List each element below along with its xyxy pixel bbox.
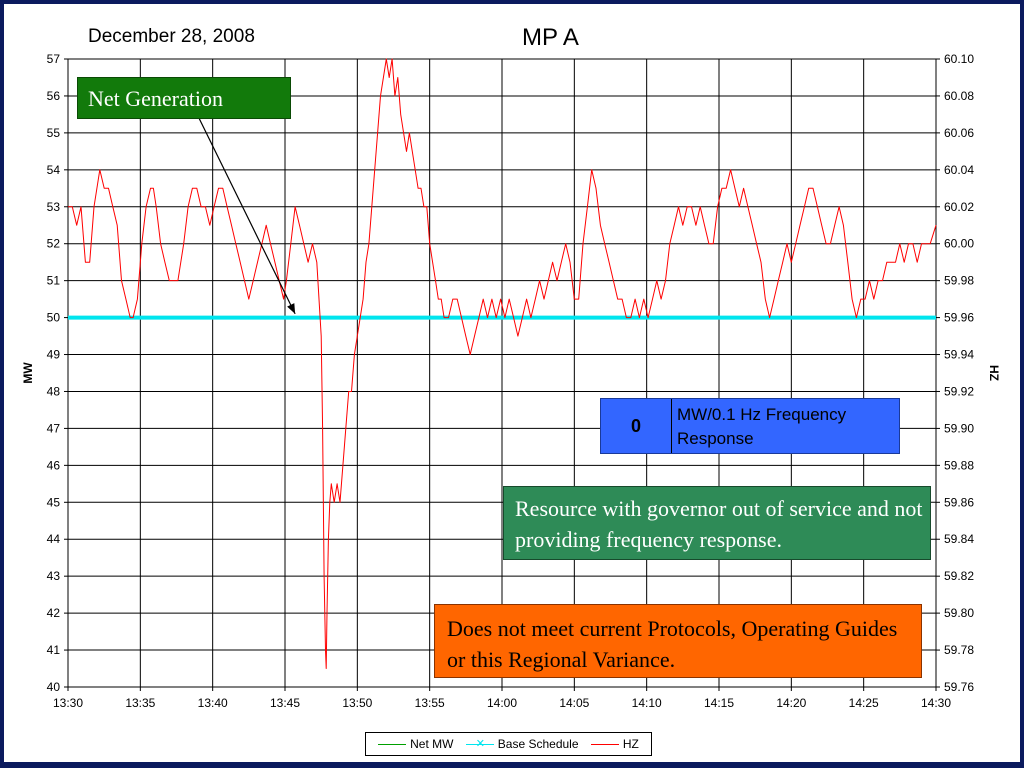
- legend-item-base-schedule: ✕ Base Schedule: [465, 737, 579, 751]
- x-tick-label: 14:00: [487, 696, 517, 710]
- y-tick-label: 43: [47, 569, 61, 583]
- y2-tick-label: 59.98: [944, 274, 974, 288]
- protocol-note: Does not meet current Protocols, Operati…: [434, 604, 922, 678]
- x-tick-label: 13:55: [415, 696, 445, 710]
- date-label: December 28, 2008: [88, 26, 255, 47]
- y2-tick-label: 60.04: [944, 163, 974, 177]
- y-tick-label: 55: [47, 126, 61, 140]
- chart-legend: Net MW ✕ Base Schedule HZ: [365, 732, 652, 756]
- y2-tick-label: 59.90: [944, 421, 974, 435]
- y2-tick-label: 59.84: [944, 532, 974, 546]
- y-tick-label: 44: [47, 532, 61, 546]
- chart-title: MP A: [522, 24, 579, 51]
- y2-tick-label: 59.92: [944, 384, 974, 398]
- legend-item-hz: HZ: [590, 737, 639, 751]
- x-tick-label: 13:30: [53, 696, 83, 710]
- y-tick-label: 46: [47, 458, 61, 472]
- y-axis-title: MW: [21, 362, 35, 384]
- legend-label-net-mw: Net MW: [410, 737, 454, 751]
- x-tick-label: 13:40: [198, 696, 228, 710]
- legend-swatch-hz: [590, 743, 619, 745]
- x-tick-label: 13:35: [125, 696, 155, 710]
- frequency-response-label: MW/0.1 Hz Frequency Response: [677, 405, 847, 448]
- y-tick-label: 45: [47, 495, 61, 509]
- x-tick-label: 13:50: [342, 696, 372, 710]
- y2-tick-label: 59.88: [944, 458, 974, 472]
- x-tick-label: 14:20: [776, 696, 806, 710]
- y-tick-label: 42: [47, 606, 61, 620]
- y2-tick-label: 59.78: [944, 643, 974, 657]
- legend-label-base-schedule: Base Schedule: [497, 737, 579, 751]
- y-tick-label: 48: [47, 384, 61, 398]
- x-tick-label: 14:10: [632, 696, 662, 710]
- series-line-hz: [68, 58, 937, 669]
- y-tick-label: 51: [47, 274, 61, 288]
- y-tick-label: 49: [47, 348, 61, 362]
- y-tick-label: 53: [47, 200, 61, 214]
- x-tick-label: 14:05: [559, 696, 589, 710]
- annotation-arrow-line: [195, 111, 296, 315]
- annotation-arrow-head: [287, 303, 296, 314]
- y2-tick-label: 59.82: [944, 569, 974, 583]
- legend-swatch-base-schedule: ✕: [465, 738, 494, 750]
- y2-tick-label: 60.00: [944, 237, 974, 251]
- y-tick-label: 57: [47, 52, 61, 66]
- y-tick-label: 50: [47, 311, 61, 325]
- governor-note: Resource with governor out of service an…: [503, 486, 931, 560]
- y2-tick-label: 59.94: [944, 348, 974, 362]
- y-tick-label: 54: [47, 163, 61, 177]
- legend-swatch-net-mw: [378, 743, 407, 745]
- y-tick-label: 56: [47, 89, 61, 103]
- y2-tick-label: 59.86: [944, 495, 974, 509]
- y-tick-label: 40: [47, 680, 61, 694]
- y2-tick-label: 60.10: [944, 52, 974, 66]
- y2-axis-title: HZ: [987, 365, 1001, 381]
- y2-tick-label: 59.80: [944, 606, 974, 620]
- y-tick-label: 47: [47, 421, 61, 435]
- y2-tick-label: 59.96: [944, 311, 974, 325]
- x-tick-label: 13:45: [270, 696, 300, 710]
- slide: 40 59.76 41 59.78 42 59.80 43 59.82 44 59.84 45 59.…: [4, 4, 1020, 762]
- frequency-response-value: 0: [601, 399, 672, 453]
- y-tick-label: 52: [47, 237, 61, 251]
- x-tick-label: 14:30: [921, 696, 951, 710]
- y2-tick-label: 60.08: [944, 89, 974, 103]
- frequency-response-box: 0 MW/0.1 Hz Frequency Response: [600, 398, 900, 454]
- plot-frame: [67, 58, 937, 688]
- y2-tick-label: 60.02: [944, 200, 974, 214]
- y-tick-label: 41: [47, 643, 61, 657]
- legend-label-hz: HZ: [622, 737, 639, 751]
- y2-tick-label: 60.06: [944, 126, 974, 140]
- y2-tick-label: 59.76: [944, 680, 974, 694]
- net-generation-callout: Net Generation: [77, 77, 291, 119]
- x-tick-label: 14:25: [849, 696, 879, 710]
- x-tick-label: 14:15: [704, 696, 734, 710]
- chart: 40 59.76 41 59.78 42 59.80 43 59.82 44 59.84 45 59.…: [21, 52, 1001, 710]
- legend-item-net-mw: Net MW: [378, 737, 453, 751]
